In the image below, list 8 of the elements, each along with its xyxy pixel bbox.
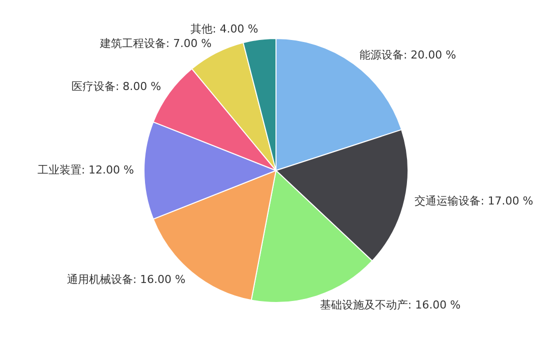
slice-label: 工业装置: 12.00 % — [37, 164, 134, 176]
slice-label: 交通运输设备: 17.00 % — [414, 194, 534, 208]
slice-label: 其他: 4.00 % — [190, 22, 258, 36]
slice-label: 医疗设备: 8.00 % — [71, 80, 162, 94]
slice-label: 基础设施及不动产: 16.00 % — [320, 298, 461, 312]
slice-label: 通用机械设备: 16.00 % — [66, 272, 186, 286]
slice-label: 建筑工程设备: 7.00 % — [98, 36, 212, 50]
slice-label: 能源设备: 20.00 % — [359, 48, 456, 62]
